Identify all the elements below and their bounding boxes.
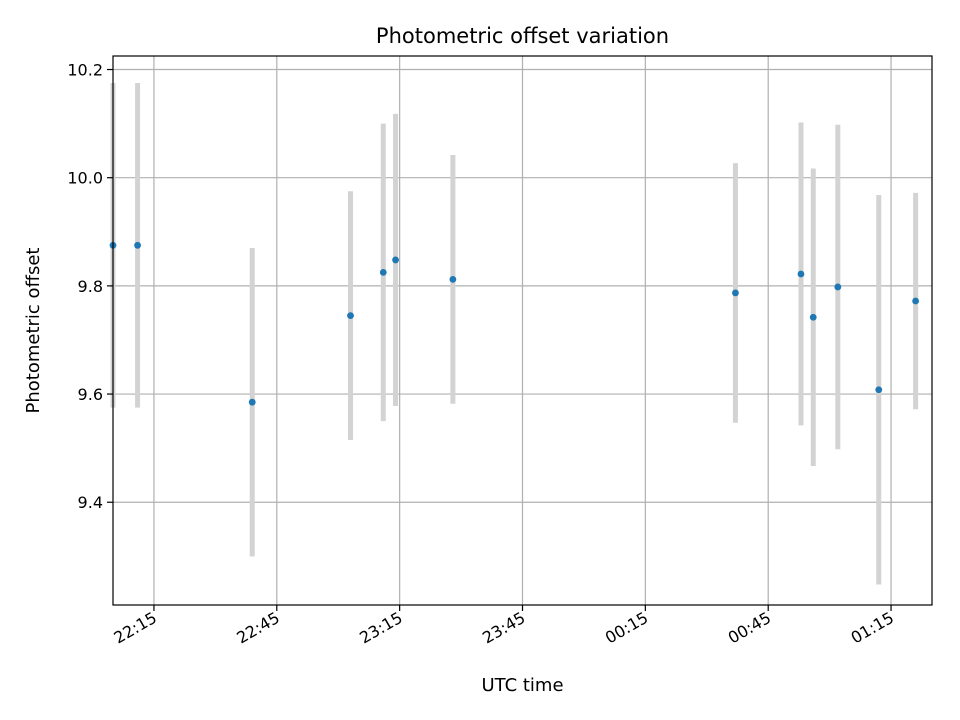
y-tick-label: 9.4	[78, 493, 103, 512]
data-point	[732, 289, 739, 297]
y-tick-label: 9.6	[78, 385, 103, 404]
y-tick-label: 9.8	[78, 277, 103, 296]
error-bars	[110, 83, 919, 585]
x-tick-label: 22:15	[111, 608, 160, 648]
x-tick-label: 22:45	[233, 608, 282, 648]
data-point	[809, 313, 817, 321]
chart-title: Photometric offset variation	[376, 24, 669, 48]
data-points	[109, 241, 920, 406]
x-tick-label: 00:45	[725, 608, 774, 648]
data-point	[347, 312, 354, 320]
data-point	[875, 386, 883, 394]
data-point	[912, 297, 920, 305]
data-point	[449, 275, 457, 283]
data-point	[834, 283, 842, 291]
x-tick-label: 23:15	[356, 608, 405, 648]
x-tick-label: 23:45	[479, 608, 528, 648]
data-point	[379, 268, 387, 276]
y-axis: 9.4 9.6 9.8 10.0 10.2	[67, 61, 113, 512]
data-point	[248, 398, 256, 406]
x-tick-label: 00:15	[602, 608, 651, 648]
x-axis-title: UTC time	[481, 675, 563, 696]
y-tick-label: 10.2	[67, 61, 103, 80]
x-axis: 22:15 22:45 23:15 23:45 00:15 00:45 01:15	[111, 605, 897, 648]
y-tick-label: 10.0	[67, 169, 103, 188]
data-point	[134, 241, 141, 249]
y-axis-title: Photometric offset	[23, 248, 44, 414]
grid	[113, 56, 932, 605]
x-tick-label: 01:15	[848, 608, 897, 648]
data-point	[797, 270, 805, 278]
data-point	[392, 256, 399, 264]
